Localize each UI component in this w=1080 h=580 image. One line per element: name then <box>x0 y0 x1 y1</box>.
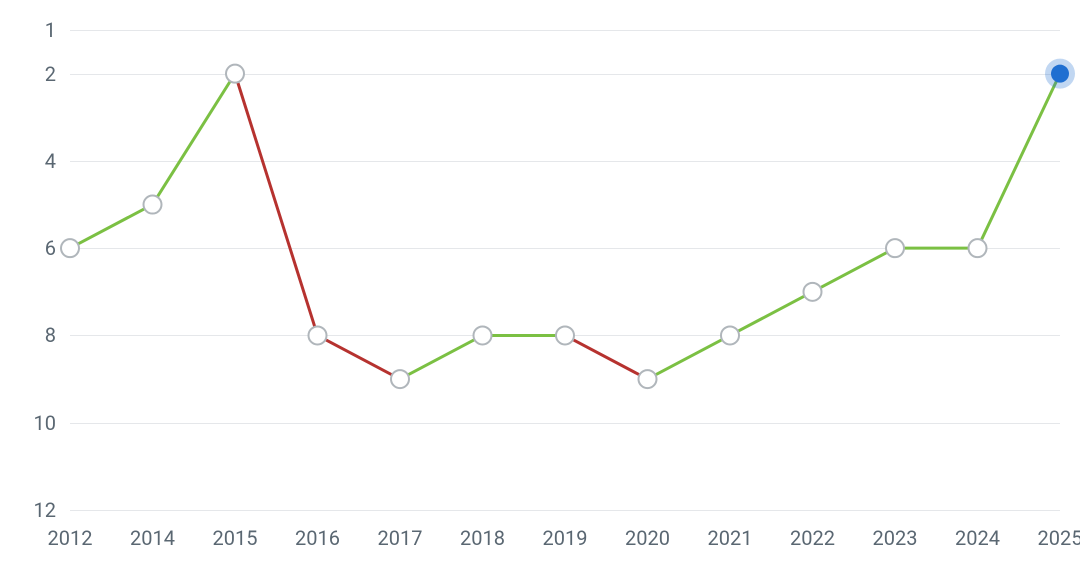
plot-area <box>0 0 1080 580</box>
data-point-marker[interactable] <box>721 326 739 344</box>
line-segment <box>978 74 1061 249</box>
data-point-marker[interactable] <box>886 239 904 257</box>
data-point-marker[interactable] <box>639 370 657 388</box>
line-segment <box>400 335 483 379</box>
data-point-marker[interactable] <box>61 239 79 257</box>
data-point-marker[interactable] <box>474 326 492 344</box>
data-point-marker[interactable] <box>144 196 162 214</box>
data-point-marker[interactable] <box>309 326 327 344</box>
data-point-marker[interactable] <box>969 239 987 257</box>
line-segment <box>813 248 896 292</box>
current-point-marker[interactable] <box>1051 65 1069 83</box>
data-point-marker[interactable] <box>556 326 574 344</box>
line-segment <box>153 74 236 205</box>
data-point-marker[interactable] <box>226 65 244 83</box>
line-segment <box>648 335 731 379</box>
line-segment <box>730 292 813 336</box>
line-segment <box>565 335 648 379</box>
line-segment <box>318 335 401 379</box>
ranking-line-chart: 124681012 201220142015201620172018201920… <box>0 0 1080 580</box>
data-point-marker[interactable] <box>391 370 409 388</box>
data-point-marker[interactable] <box>804 283 822 301</box>
line-segment <box>235 74 318 336</box>
line-segment <box>70 205 153 249</box>
